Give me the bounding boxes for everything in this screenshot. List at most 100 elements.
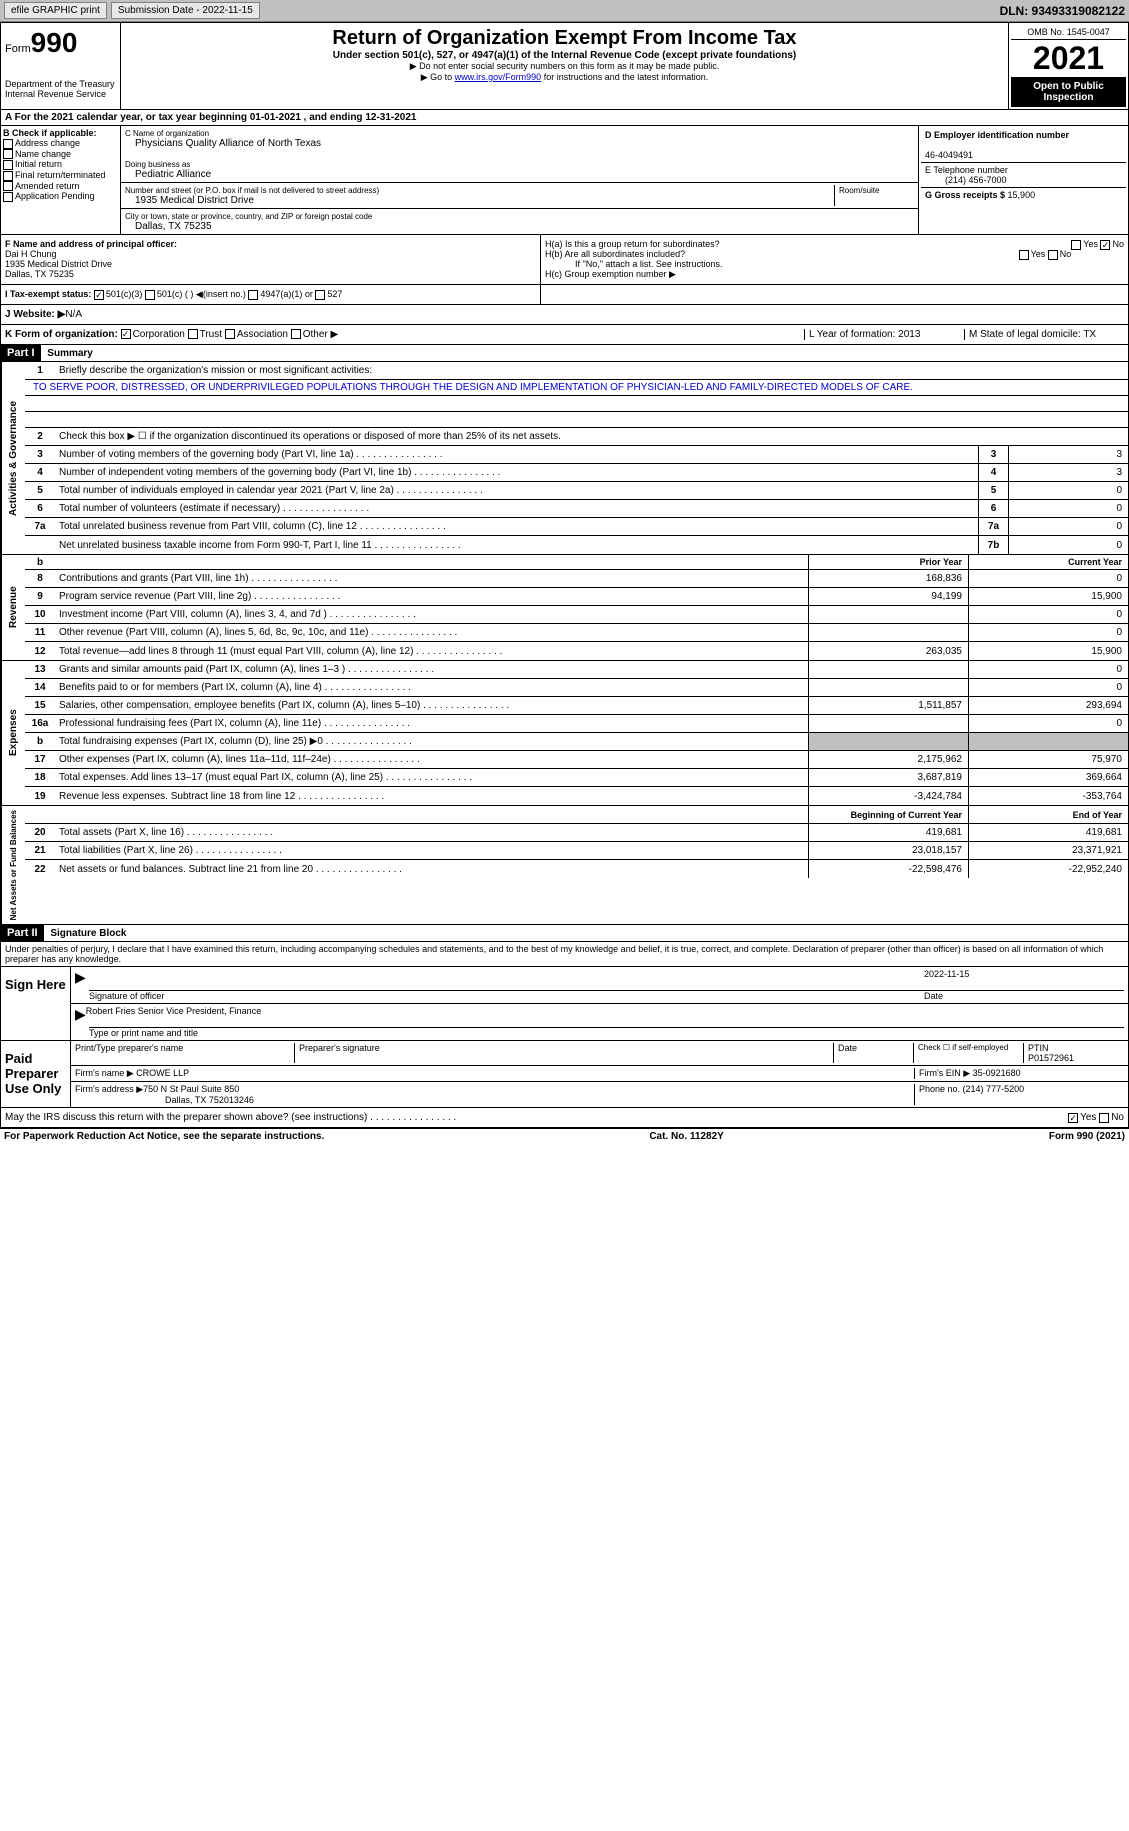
date-label: Date <box>924 990 1124 1001</box>
hb-yes[interactable] <box>1019 250 1029 260</box>
form-ref: Form 990 (2021) <box>1049 1131 1125 1142</box>
opt-final-return: Final return/terminated <box>15 170 106 180</box>
check-trust[interactable] <box>188 329 198 339</box>
check-4947[interactable] <box>248 290 258 300</box>
row-klm: K Form of organization: ✓Corporation Tru… <box>0 325 1129 345</box>
efile-print-button[interactable]: efile GRAPHIC print <box>4 2 107 19</box>
check-527[interactable] <box>315 290 325 300</box>
current-value: 15,900 <box>968 588 1128 605</box>
officer-addr2: Dallas, TX 75235 <box>5 269 74 279</box>
paid-preparer-block: Paid Preparer Use Only Print/Type prepar… <box>0 1041 1129 1108</box>
line-num: 7a <box>25 521 55 532</box>
ein-value: 46-4049491 <box>925 150 973 160</box>
officer-addr1: 1935 Medical District Drive <box>5 259 112 269</box>
yes-label: Yes <box>1080 1112 1096 1123</box>
firm-name: CROWE LLP <box>134 1068 190 1078</box>
check-app-pending[interactable] <box>3 192 13 202</box>
current-value: 0 <box>968 624 1128 641</box>
current-value: 75,970 <box>968 751 1128 768</box>
may-irs-yes[interactable]: ✓ <box>1068 1113 1078 1123</box>
firm-phone: (214) 777-5200 <box>963 1084 1025 1094</box>
prior-value <box>808 624 968 641</box>
year-formation: L Year of formation: 2013 <box>804 329 964 340</box>
line-num: 4 <box>25 467 55 478</box>
check-501c[interactable] <box>145 290 155 300</box>
check-association[interactable] <box>225 329 235 339</box>
prior-value <box>808 679 968 696</box>
col-current: Current Year <box>968 555 1128 569</box>
submission-date-button[interactable]: Submission Date - 2022-11-15 <box>111 2 260 19</box>
name-label: C Name of organization <box>125 129 209 138</box>
ha-yes[interactable] <box>1071 240 1081 250</box>
begin-value: 23,018,157 <box>808 842 968 859</box>
ha-no[interactable]: ✓ <box>1100 240 1110 250</box>
current-value <box>968 733 1128 750</box>
no-label: No <box>1060 249 1072 259</box>
line-text: Number of voting members of the governin… <box>55 447 978 462</box>
end-value: 419,681 <box>968 824 1128 841</box>
line-num: 21 <box>25 845 55 856</box>
line-num: 22 <box>25 864 55 875</box>
end-value: 23,371,921 <box>968 842 1128 859</box>
arrow-icon: ▶ <box>75 969 86 986</box>
part1-header: Part I <box>1 345 41 361</box>
firm-ein: 35-0921680 <box>973 1068 1021 1078</box>
hb-no[interactable] <box>1048 250 1058 260</box>
form-number: 990 <box>31 27 78 58</box>
line-text: Total expenses. Add lines 13–17 (must eq… <box>55 770 808 785</box>
current-value: 0 <box>968 715 1128 732</box>
state-domicile: M State of legal domicile: TX <box>964 329 1124 340</box>
check-address-change[interactable] <box>3 139 13 149</box>
website-label: J Website: ▶ <box>5 309 65 320</box>
part2-title: Signature Block <box>46 928 126 939</box>
line-box: 7a <box>978 518 1008 535</box>
prior-value: -3,424,784 <box>808 787 968 805</box>
netassets-section: Net Assets or Fund Balances Beginning of… <box>0 806 1129 925</box>
line-value: 0 <box>1008 536 1128 554</box>
may-irs-no[interactable] <box>1099 1113 1109 1123</box>
check-other[interactable] <box>291 329 301 339</box>
mission-text: TO SERVE POOR, DISTRESSED, OR UNDERPRIVI… <box>25 380 1128 396</box>
line-text: Total number of volunteers (estimate if … <box>55 501 978 516</box>
line-text: Salaries, other compensation, employee b… <box>55 698 808 713</box>
section-fh: F Name and address of principal officer:… <box>0 235 1129 285</box>
instruction-goto-pre: ▶ Go to <box>421 72 455 82</box>
opt-amended-return: Amended return <box>15 181 80 191</box>
check-corporation[interactable]: ✓ <box>121 329 131 339</box>
check-amended-return[interactable] <box>3 181 13 191</box>
addr-label: Number and street (or P.O. box if mail i… <box>125 186 379 195</box>
row-a-tax-year: A For the 2021 calendar year, or tax yea… <box>0 110 1129 126</box>
line-num: 6 <box>25 503 55 514</box>
prior-value <box>808 733 968 750</box>
tax-exempt-label: I Tax-exempt status: <box>5 289 91 299</box>
irs-link[interactable]: www.irs.gov/Form990 <box>455 72 542 82</box>
vert-activities: Activities & Governance <box>1 362 25 554</box>
line-text: Net unrelated business taxable income fr… <box>55 538 978 553</box>
part2-header: Part II <box>1 925 44 941</box>
prep-sig-label: Preparer's signature <box>295 1043 834 1063</box>
form-org-label: K Form of organization: <box>5 329 118 340</box>
check-name-change[interactable] <box>3 149 13 159</box>
sig-date: 2022-11-15 <box>924 969 1124 986</box>
form-header: Form990 Department of the Treasury Inter… <box>0 22 1129 110</box>
revenue-section: Revenue bPrior YearCurrent Year 8Contrib… <box>0 555 1129 661</box>
line-num: b <box>25 736 55 747</box>
prep-name-label: Print/Type preparer's name <box>75 1043 295 1063</box>
dln-label: DLN: 93493319082122 <box>1000 4 1125 18</box>
opt-association: Association <box>237 329 288 340</box>
line-value: 0 <box>1008 500 1128 517</box>
firm-phone-label: Phone no. <box>919 1084 963 1094</box>
line-text: Total liabilities (Part X, line 26) <box>55 843 808 858</box>
phone-value: (214) 456-7000 <box>925 175 1007 185</box>
line-text: Other revenue (Part VIII, column (A), li… <box>55 625 808 640</box>
line-value: 0 <box>1008 482 1128 499</box>
current-value: 0 <box>968 679 1128 696</box>
check-initial-return[interactable] <box>3 160 13 170</box>
col-end: End of Year <box>968 806 1128 823</box>
check-501c3[interactable]: ✓ <box>94 290 104 300</box>
line-text: Contributions and grants (Part VIII, lin… <box>55 571 808 586</box>
check-final-return[interactable] <box>3 171 13 181</box>
line-value: 3 <box>1008 446 1128 463</box>
line1-label: Briefly describe the organization's miss… <box>55 363 1128 378</box>
current-value: -353,764 <box>968 787 1128 805</box>
